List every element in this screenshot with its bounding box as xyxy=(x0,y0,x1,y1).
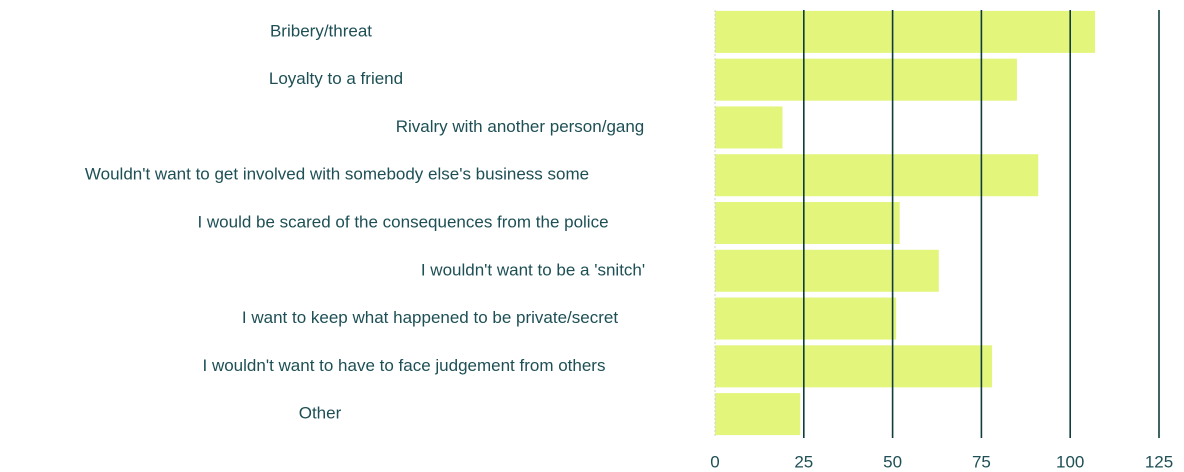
x-tick-label: 0 xyxy=(710,452,719,471)
x-tick-label: 50 xyxy=(883,452,902,471)
bar xyxy=(715,297,897,340)
category-label: Other xyxy=(299,404,342,423)
bar xyxy=(715,10,1096,53)
bar xyxy=(715,58,1017,101)
category-label: I wouldn't want to be a 'snitch' xyxy=(421,260,645,279)
category-label: Wouldn't want to get involved with someb… xyxy=(85,165,589,184)
x-tick-label: 100 xyxy=(1056,452,1084,471)
x-tick-label: 25 xyxy=(794,452,813,471)
category-label: Loyalty to a friend xyxy=(269,69,403,88)
bar xyxy=(715,106,783,149)
bar xyxy=(715,393,801,436)
bar xyxy=(715,154,1039,197)
bar xyxy=(715,249,939,292)
category-label: Bribery/threat xyxy=(270,21,372,40)
bar xyxy=(715,345,993,388)
category-label: Rivalry with another person/gang xyxy=(396,117,645,136)
bar xyxy=(715,202,900,244)
category-label: I want to keep what happened to be priva… xyxy=(242,308,618,327)
x-tick-label: 125 xyxy=(1145,452,1173,471)
x-tick-label: 75 xyxy=(972,452,991,471)
category-label: I wouldn't want to have to face judgemen… xyxy=(203,356,606,375)
category-label: I would be scared of the consequences fr… xyxy=(197,212,608,231)
